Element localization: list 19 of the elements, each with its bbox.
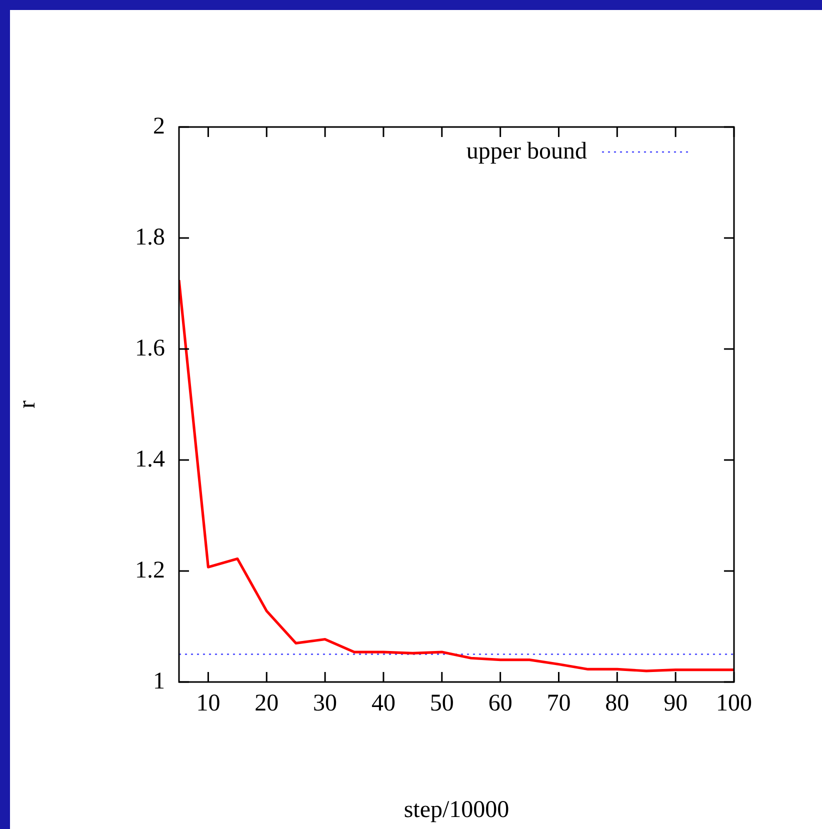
x-tick-label: 70 — [546, 690, 571, 717]
x-tick-label: 100 — [716, 690, 752, 717]
x-tick-label: 60 — [488, 690, 512, 717]
y-tick-label: 1.2 — [135, 557, 165, 584]
y-tick-label: 2 — [153, 113, 165, 140]
x-tick-label: 90 — [664, 690, 688, 717]
x-tick-label: 20 — [254, 690, 279, 717]
legend-label: upper bound — [466, 138, 587, 164]
y-tick-label: 1 — [153, 668, 165, 694]
y-tick-label: 1.8 — [135, 224, 165, 250]
x-tick-label: 30 — [313, 690, 338, 717]
x-tick-label: 50 — [430, 690, 454, 717]
x-tick-label: 40 — [371, 690, 396, 717]
y-tick-label: 1.6 — [135, 335, 165, 362]
x-tick-label: 80 — [605, 690, 630, 717]
x-tick-label: 10 — [196, 690, 220, 717]
y-axis-title: r — [14, 400, 41, 408]
y-tick-label: 1.4 — [135, 446, 165, 472]
x-axis-title: step/10000 — [404, 796, 510, 823]
